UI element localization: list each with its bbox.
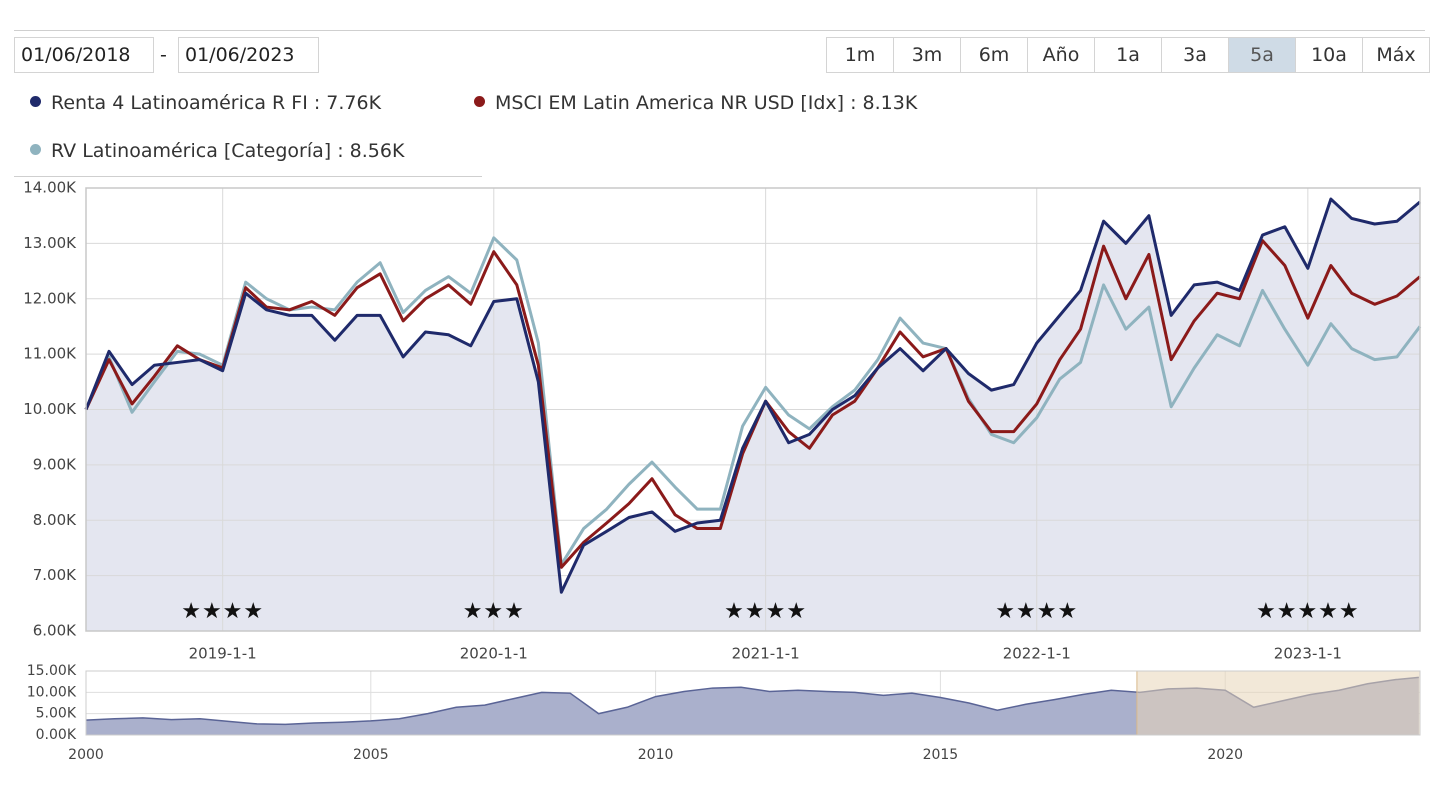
series-line	[84, 197, 1421, 594]
range-button[interactable]: 6m	[960, 38, 1027, 72]
plot-border	[85, 187, 1421, 632]
range-button[interactable]: Máx	[1362, 38, 1429, 72]
y-tick-label: 14.00K	[23, 179, 77, 197]
x-tick-label: 2005	[353, 747, 389, 763]
y-tick-label: 9.00K	[33, 455, 77, 473]
range-selection[interactable]	[1136, 670, 1421, 736]
range-button[interactable]: 1m	[844, 44, 876, 66]
legend-marker	[30, 144, 41, 155]
series-line	[84, 236, 1422, 567]
x-tick-label: 2023-1-1	[1274, 645, 1342, 663]
y-tick-label: 11.00K	[23, 345, 77, 363]
rating-stars: ★★★★★	[1256, 599, 1360, 624]
x-tick-label: 2020-1-1	[460, 645, 528, 663]
y-tick-label: 8.00K	[33, 511, 77, 529]
date-to[interactable]: 01/06/2023	[178, 37, 319, 73]
x-tick-label: 2022-1-1	[1003, 645, 1071, 663]
nav-border	[85, 670, 1421, 736]
legend-label: RV Latinoamérica [Categoría] : 8.56K	[51, 140, 405, 162]
divider	[14, 176, 482, 177]
legend-item[interactable]: Renta 4 Latinoamérica R FI : 7.76K	[30, 92, 381, 114]
y-tick-label: 15.00K	[27, 663, 77, 679]
y-tick-label: 12.00K	[23, 289, 77, 307]
x-tick-label: 2020	[1207, 747, 1243, 763]
legend-marker	[30, 96, 41, 107]
rating-stars: ★★★★	[995, 599, 1078, 624]
x-tick-label: 2021-1-1	[732, 645, 800, 663]
range-button[interactable]: Año	[1027, 38, 1094, 72]
range-buttons: 1m 3m 6m Año 1a 3a 5a 10a Máx	[826, 37, 1430, 73]
divider	[14, 30, 1425, 31]
y-tick-label: 7.00K	[33, 566, 77, 584]
rating-stars: ★★★★	[724, 599, 807, 624]
range-button[interactable]: 3a	[1161, 38, 1228, 72]
y-tick-label: 13.00K	[23, 234, 77, 252]
rating-stars: ★★★	[463, 599, 525, 624]
y-tick-label: 10.00K	[23, 400, 77, 418]
range-button[interactable]: 3m	[893, 38, 960, 72]
nav-area	[86, 677, 1419, 735]
y-tick-label: 6.00K	[33, 622, 77, 640]
x-tick-label: 2015	[923, 747, 959, 763]
date-from[interactable]: 01/06/2018	[14, 37, 154, 73]
range-button[interactable]: 1a	[1094, 38, 1161, 72]
x-tick-label: 2019-1-1	[189, 645, 257, 663]
x-tick-label: 2000	[68, 747, 104, 763]
legend-label: Renta 4 Latinoamérica R FI : 7.76K	[51, 92, 382, 114]
x-tick-label: 2010	[638, 747, 674, 763]
date-separator: -	[160, 44, 167, 66]
rating-stars: ★★★★	[181, 599, 264, 624]
legend-label: MSCI EM Latin America NR USD [Idx] : 8.1…	[495, 92, 918, 114]
legend-item[interactable]: MSCI EM Latin America NR USD [Idx] : 8.1…	[474, 92, 917, 114]
y-tick-label: 0.00K	[36, 727, 77, 743]
y-tick-label: 10.00K	[27, 684, 77, 700]
legend-marker	[474, 96, 485, 107]
range-button[interactable]: 5a	[1228, 38, 1295, 72]
range-button[interactable]: 10a	[1295, 38, 1362, 72]
legend-item[interactable]: RV Latinoamérica [Categoría] : 8.56K	[30, 140, 404, 162]
y-tick-label: 5.00K	[36, 706, 77, 722]
